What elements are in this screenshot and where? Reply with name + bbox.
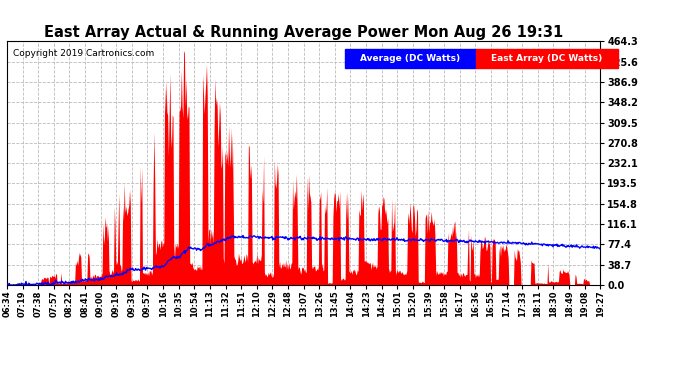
Title: East Array Actual & Running Average Power Mon Aug 26 19:31: East Array Actual & Running Average Powe… [44,25,563,40]
Bar [345,49,475,68]
Text: Average (DC Watts): Average (DC Watts) [360,54,460,63]
Text: East Array (DC Watts): East Array (DC Watts) [491,54,602,63]
Bar [475,49,618,68]
Text: Copyright 2019 Cartronics.com: Copyright 2019 Cartronics.com [13,49,154,58]
